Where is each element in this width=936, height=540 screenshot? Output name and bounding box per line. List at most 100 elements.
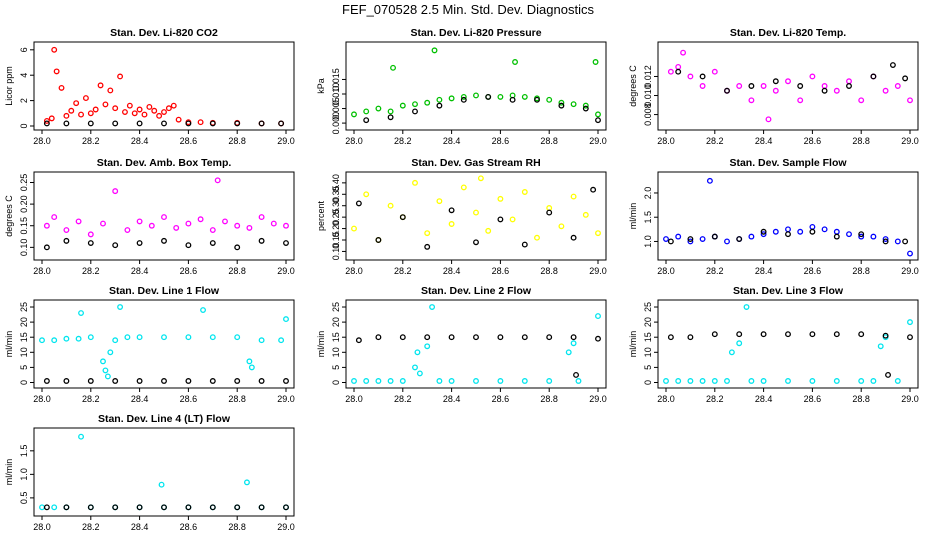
data-point-series-1 (785, 78, 791, 85)
data-point-series-2 (399, 334, 406, 341)
x-tick-label: 29.0 (589, 266, 607, 276)
data-point-series-1 (222, 218, 228, 225)
x-tick-label: 28.8 (228, 136, 246, 146)
data-point-series-1 (390, 64, 396, 71)
data-point-series-1 (214, 177, 221, 184)
data-point-series-1 (117, 73, 124, 80)
data-point-series-1 (870, 233, 877, 240)
data-point-series-1 (148, 222, 155, 229)
data-point-series-1 (706, 177, 713, 184)
y-tick-label: 25 (19, 302, 29, 312)
data-point-series-1 (68, 107, 75, 114)
data-point-series-1 (477, 175, 484, 182)
data-point-series-1 (112, 188, 119, 195)
data-point-series-1 (412, 179, 418, 186)
data-point-series-1 (375, 378, 382, 384)
data-point-series-2 (902, 238, 909, 245)
data-point-series-1 (546, 96, 553, 103)
x-tick-label: 29.0 (589, 394, 607, 404)
x-tick-label: 28.4 (443, 136, 461, 146)
data-point-series-2 (161, 120, 167, 127)
data-point-series-1 (546, 378, 553, 384)
plot-frame (657, 299, 919, 389)
data-point-series-2 (161, 378, 167, 384)
data-point-series-1 (173, 224, 180, 231)
data-point-series-1 (858, 97, 865, 104)
data-point-series-2 (87, 240, 94, 246)
plot-frame (33, 171, 295, 261)
x-tick-label: 29.0 (277, 136, 295, 146)
plot-frame (657, 171, 919, 261)
data-point-series-1 (209, 227, 216, 234)
data-point-series-2 (112, 378, 119, 384)
data-point-series-1 (833, 87, 840, 94)
data-point-series-2 (278, 120, 285, 127)
x-tick-label: 28.0 (345, 266, 363, 276)
data-point-series-1 (87, 334, 94, 341)
data-point-series-2 (595, 117, 601, 124)
chart-panel-4: Stan. Dev. Amb. Box Temp. degrees C 28.0 28… (4, 157, 295, 276)
data-point-series-2 (355, 200, 362, 207)
data-point-series-1 (760, 83, 767, 89)
y-tick-label: 0 (19, 380, 29, 385)
data-point-series-1 (92, 106, 99, 113)
data-point-series-1 (97, 82, 104, 89)
data-point-series-2 (760, 228, 767, 235)
data-point-series-2 (234, 120, 241, 127)
data-point-series-1 (765, 116, 772, 123)
data-point-series-1 (521, 93, 528, 100)
y-axis-label: degrees C (628, 65, 638, 107)
data-point-series-1 (521, 378, 528, 384)
data-point-series-1 (387, 108, 394, 115)
data-point-series-2 (711, 233, 718, 240)
data-point-series-1 (104, 373, 111, 380)
x-tick-label: 28.8 (540, 266, 558, 276)
data-point-series-2 (112, 120, 119, 127)
data-point-series-1 (687, 73, 694, 80)
y-tick-label: 0.10 (19, 239, 29, 257)
data-point-series-1 (165, 105, 172, 112)
chart-title: Stan. Dev. Li-820 Temp. (730, 27, 846, 39)
chart-panel-7: Stan. Dev. Line 1 Flow ml/min 28.0 28.2 28.4… (4, 285, 295, 404)
data-point-series-1 (736, 83, 743, 89)
y-tick-label: 25 (643, 302, 653, 312)
y-tick-label: 10 (19, 347, 29, 357)
data-point-series-1 (595, 230, 601, 237)
data-point-series-1 (575, 378, 582, 384)
data-point-series-1 (63, 335, 70, 342)
y-tick-label: 0.20 (331, 220, 341, 238)
data-point-series-1 (724, 238, 730, 245)
chart-title: Stan. Dev. Line 4 (LT) Flow (98, 413, 231, 425)
plot-frame (345, 299, 607, 389)
data-point-series-1 (907, 97, 913, 104)
data-point-series-1 (185, 334, 192, 341)
data-point-series-1 (431, 47, 438, 54)
y-tick-label: 0.005 (331, 97, 341, 120)
x-tick-label: 29.0 (901, 266, 919, 276)
data-point-series-2 (258, 237, 265, 244)
y-tick-label: 0 (643, 380, 653, 385)
y-tick-label: 0.40 (331, 174, 341, 192)
data-point-series-2 (185, 242, 192, 249)
data-point-series-2 (687, 334, 694, 341)
data-point-series-1 (234, 222, 241, 229)
data-point-series-1 (87, 231, 94, 238)
data-point-series-1 (107, 87, 114, 94)
x-tick-label: 28.2 (82, 266, 100, 276)
data-point-series-1 (416, 370, 423, 377)
data-point-series-1 (558, 99, 565, 106)
data-point-series-1 (246, 224, 253, 231)
data-point-series-2 (161, 504, 167, 511)
data-point-series-1 (748, 233, 755, 240)
x-tick-label: 28.4 (443, 394, 461, 404)
y-tick-label: 0.010 (331, 83, 341, 106)
data-point-series-1 (39, 337, 45, 344)
data-point-series-1 (858, 378, 865, 384)
y-axis-label: degrees C (4, 195, 14, 237)
x-tick-label: 28.0 (657, 136, 675, 146)
data-point-series-2 (87, 504, 94, 511)
data-point-series-1 (663, 236, 669, 242)
x-tick-label: 28.8 (228, 522, 246, 532)
y-axis-label: percent (316, 200, 326, 231)
data-point-series-1 (63, 227, 70, 234)
